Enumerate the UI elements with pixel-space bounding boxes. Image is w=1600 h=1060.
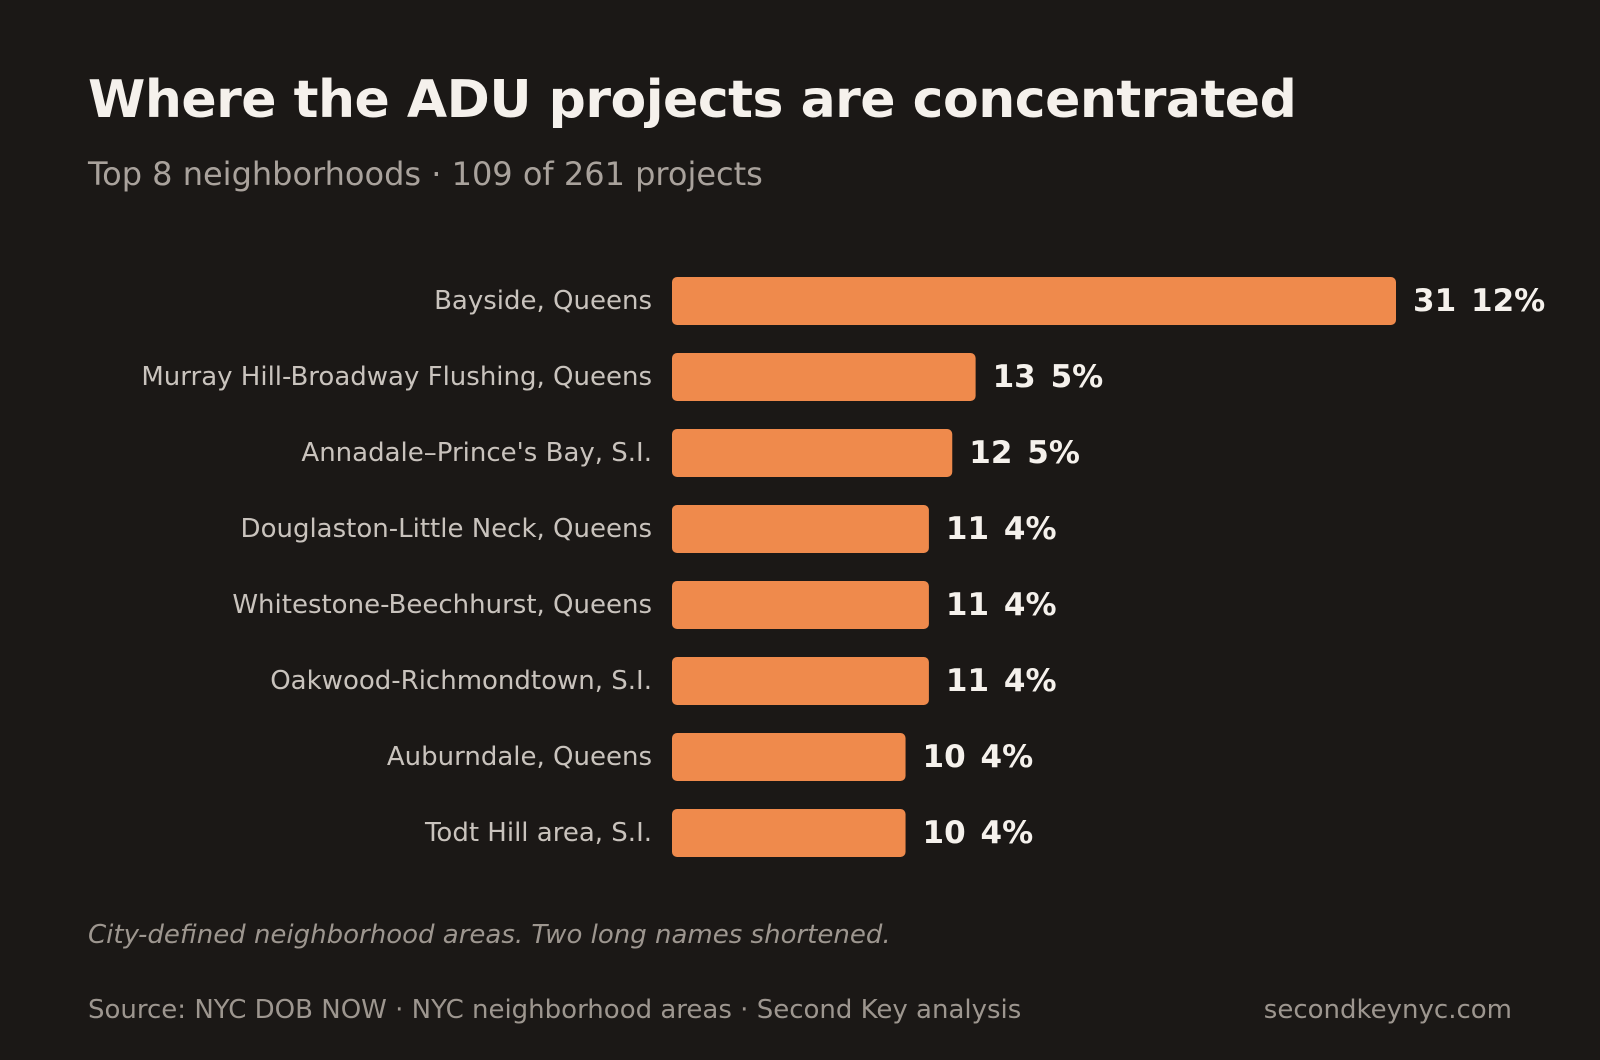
value-label: 31 [1413, 283, 1456, 319]
percent-label: 5% [1051, 359, 1104, 395]
category-label: Annadale–Prince's Bay, S.I. [301, 438, 652, 468]
percent-label: 4% [981, 815, 1034, 851]
category-label: Todt Hill area, S.I. [424, 818, 652, 848]
value-label: 13 [993, 359, 1036, 395]
source-credit: Source: NYC DOB NOW · NYC neighborhood a… [88, 995, 1022, 1025]
bar [672, 505, 929, 553]
chart-subtitle: Top 8 neighborhoods · 109 of 261 project… [88, 155, 763, 193]
value-label: 12 [969, 435, 1012, 471]
chart-title: Where the ADU projects are concentrated [88, 70, 1297, 130]
value-label: 10 [923, 739, 966, 775]
category-label: Whitestone-Beechhurst, Queens [232, 590, 652, 620]
percent-label: 4% [981, 739, 1034, 775]
percent-label: 4% [1004, 511, 1057, 547]
bar [672, 277, 1396, 325]
bar [672, 809, 906, 857]
chart-note: City-defined neighborhood areas. Two lon… [88, 920, 891, 950]
category-label: Bayside, Queens [434, 286, 652, 316]
bar [672, 581, 929, 629]
bar [672, 429, 953, 477]
category-label: Murray Hill-Broadway Flushing, Queens [141, 362, 652, 392]
value-label: 11 [946, 511, 989, 547]
value-label: 11 [946, 663, 989, 699]
value-label: 11 [946, 587, 989, 623]
bar [672, 353, 976, 401]
bar-chart: Bayside, Queens 31 12% Murray Hill-Broadway… [141, 277, 1545, 857]
percent-label: 4% [1004, 663, 1057, 699]
value-label: 10 [923, 815, 966, 851]
category-label: Douglaston-Little Neck, Queens [241, 514, 652, 544]
percent-label: 12% [1471, 283, 1545, 319]
category-label: Oakwood-Richmondtown, S.I. [270, 666, 652, 696]
category-label: Auburndale, Queens [387, 742, 652, 772]
bar [672, 657, 929, 705]
percent-label: 4% [1004, 587, 1057, 623]
percent-label: 5% [1027, 435, 1080, 471]
bar [672, 733, 906, 781]
site-link: secondkeynyc.com [1263, 995, 1512, 1025]
